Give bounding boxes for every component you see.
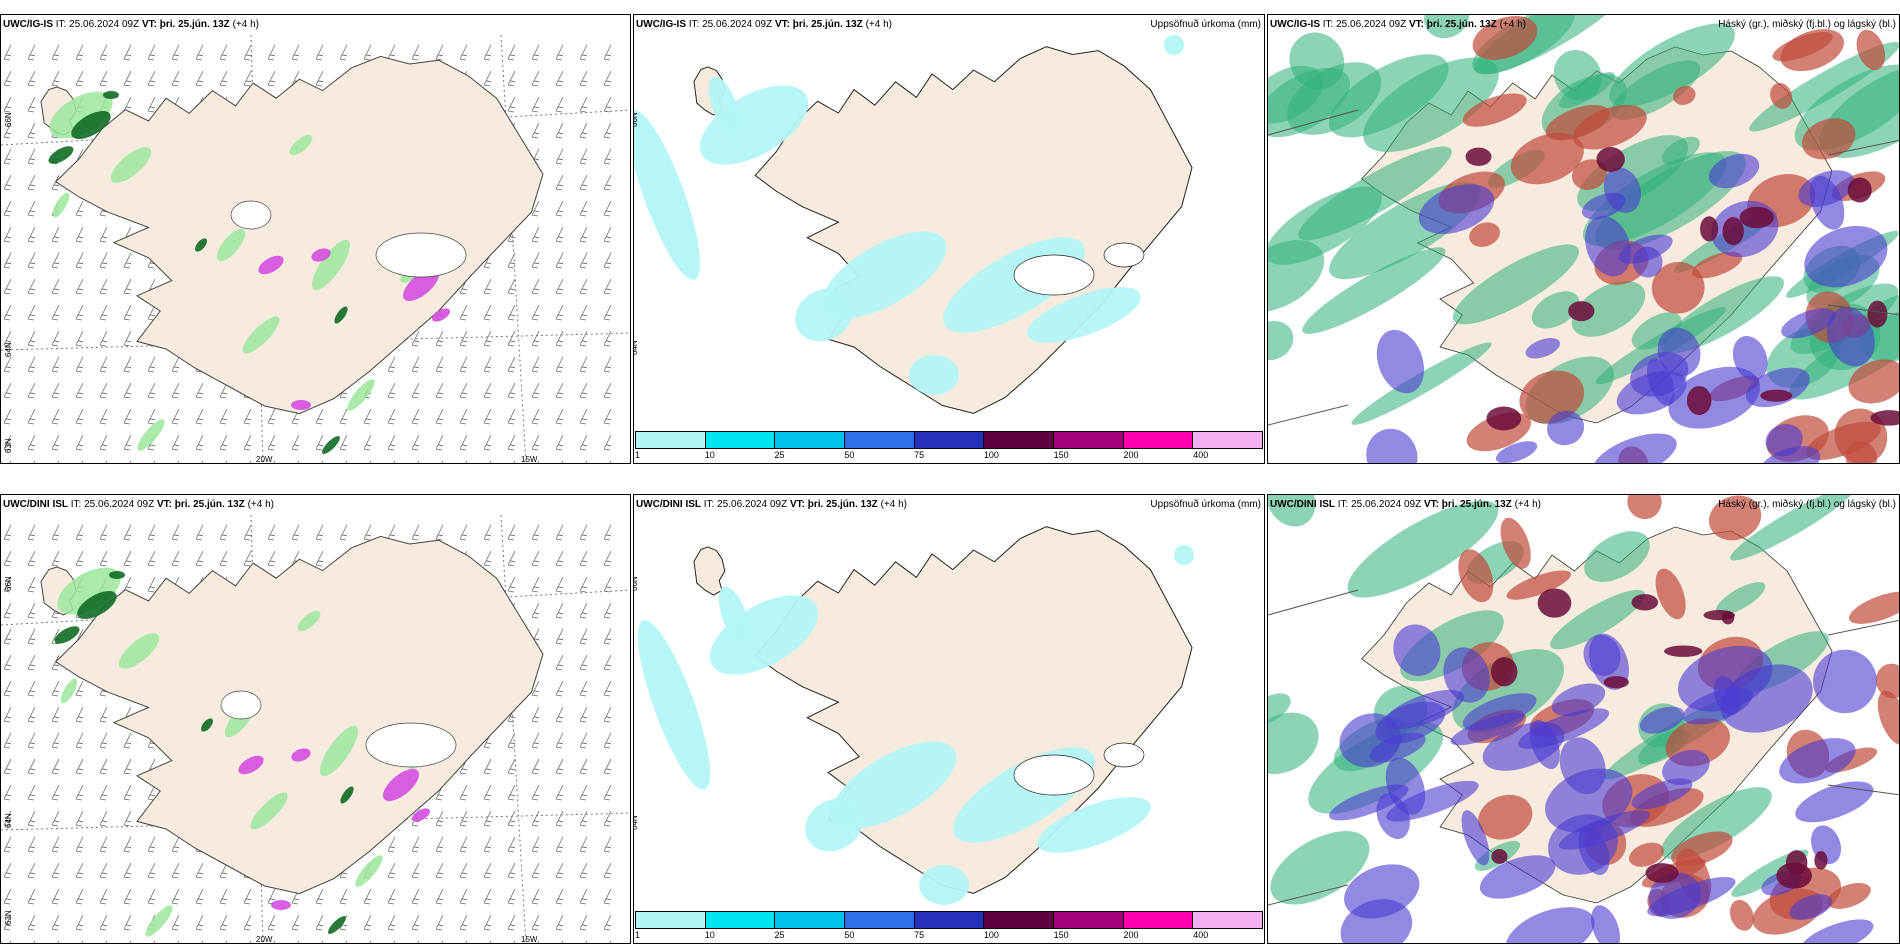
colorbar-tick-label: 200 [1123,450,1139,460]
panel-precip-dini: UWC/DINI ISL IT: 25.06.2024 09Z VT: þri.… [633,494,1265,944]
lat-label-66: 66N [4,112,13,127]
colorbar-swatch [1193,432,1263,448]
panel-header: UWC/DINI ISL IT: 25.06.2024 09Z VT: þri.… [1270,499,1541,510]
colorbar-swatch [914,432,985,448]
panel-header: UWC/DINI ISL IT: 25.06.2024 09Z VT: þri.… [3,499,274,510]
colorbar-swatch [1054,912,1124,928]
lon-label-20w: 20W [256,935,273,944]
colorbar-tick-label: 50 [844,450,855,460]
cloud-cover-map [1268,495,1899,943]
colorbar-swatch [1123,432,1194,448]
colorbar-swatch [775,432,846,448]
panel-precip-igis: UWC/IG-IS IT: 25.06.2024 09Z VT: þri. 25… [633,14,1265,464]
colorbar-tick-label: 100 [983,450,999,460]
colorbar-tick-label: 1 [635,450,641,460]
colorbar-swatch [914,912,985,928]
colorbar-tick-label: 50 [844,930,855,940]
accumulated-precip-map [634,495,1264,905]
accumulated-precip-map [634,15,1264,425]
colorbar-tick-label: 1 [635,930,641,940]
colorbar-tick-label: 25 [774,930,785,940]
colorbar-tick-label: 75 [914,450,925,460]
panel-title: Háský (gr.), miðský (fj.bl.) og lágský (… [1718,19,1896,30]
panel-title: Uppsöfnuð úrkoma (mm) [1150,499,1261,510]
panel-wind-rain-igis: UWC/IG-IS IT: 25.06.2024 09Z VT: þri. 25… [0,14,631,464]
lon-label-15w: 15W [521,935,538,944]
lat-label-64: 64N [633,815,639,830]
lon-label-15w: 15W [521,455,538,464]
lon-label-20w: 20W [256,455,273,464]
precip-colorbar: 1 10 25 50 75 100 150 200 400 [635,911,1263,941]
colorbar-tick-label: 10 [704,450,715,460]
colorbar-tick-label: 25 [774,450,785,460]
lat-label-64: 64N [4,813,13,828]
colorbar-tick-label: 400 [1193,450,1209,460]
lat-label-64: 64N [4,342,13,357]
wind-precip-map [1,15,630,463]
colorbar-swatch [984,912,1055,928]
lat-label-63: 63N [4,910,13,925]
lat-label-66: 66N [4,576,13,591]
colorbar-tick-label: 75 [914,930,925,940]
colorbar-swatch [636,912,706,928]
panel-header: UWC/DINI ISL IT: 25.06.2024 09Z VT: þri.… [636,499,907,510]
colorbar-tick-label: 150 [1053,450,1069,460]
colorbar-swatch [1123,912,1194,928]
lat-label-64: 64N [633,340,639,355]
colorbar-swatch [705,432,776,448]
colorbar-tick-label: 400 [1193,930,1209,940]
panel-header: UWC/IG-IS IT: 25.06.2024 09Z VT: þri. 25… [636,19,892,30]
panel-title: Uppsöfnuð úrkoma (mm) [1150,19,1261,30]
colorbar-swatch [1193,912,1263,928]
lat-label-66: 66N [633,576,639,591]
panel-header: UWC/IG-IS IT: 25.06.2024 09Z VT: þri. 25… [1270,19,1526,30]
colorbar-swatch [845,432,915,448]
colorbar-tick-label: 10 [704,930,715,940]
colorbar-swatch [775,912,846,928]
panel-title: Háský (gr.), miðský (fj.bl.) og lágský (… [1718,499,1896,510]
colorbar-swatch [1054,432,1124,448]
colorbar-tick-label: 200 [1123,930,1139,940]
wind-precip-map [1,495,630,943]
colorbar-swatch [636,432,706,448]
colorbar-swatch [705,912,776,928]
lat-label-66: 66N [633,112,639,127]
colorbar-tick-label: 150 [1053,930,1069,940]
panel-clouds-igis: UWC/IG-IS IT: 25.06.2024 09Z VT: þri. 25… [1267,14,1900,464]
panel-wind-rain-dini: UWC/DINI ISL IT: 25.06.2024 09Z VT: þri.… [0,494,631,944]
colorbar-swatch [984,432,1055,448]
precip-colorbar: 1 10 25 50 75 100 150 200 400 [635,431,1263,461]
panel-clouds-dini: UWC/DINI ISL IT: 25.06.2024 09Z VT: þri.… [1267,494,1900,944]
colorbar-tick-label: 100 [983,930,999,940]
panel-header: UWC/IG-IS IT: 25.06.2024 09Z VT: þri. 25… [3,19,259,30]
lat-label-63: 63N [4,438,13,453]
colorbar-swatch [845,912,915,928]
cloud-cover-map [1268,15,1899,463]
